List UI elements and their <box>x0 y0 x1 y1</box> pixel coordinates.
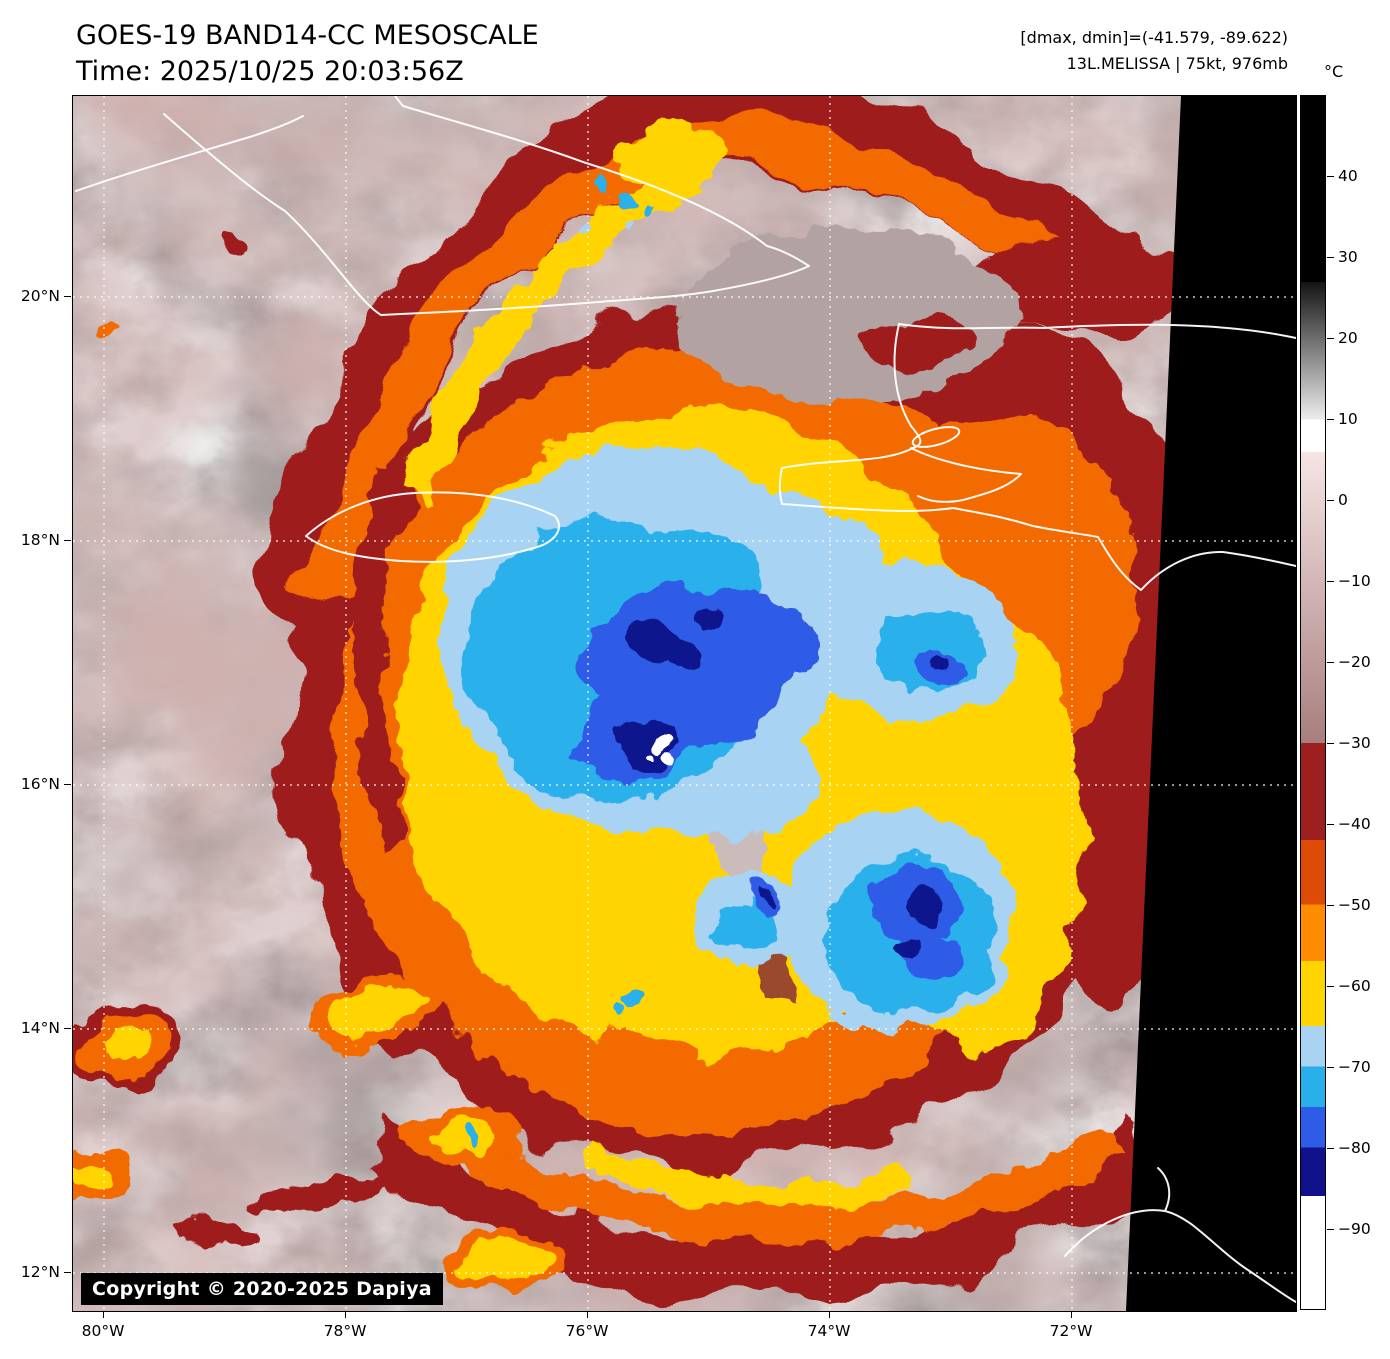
colorbar-tick-label: −60 <box>1338 977 1371 995</box>
coastlines <box>75 96 1296 1303</box>
lon-tick-label: 76°W <box>565 1322 609 1340</box>
no-data-region <box>1126 96 1296 1311</box>
colorbar-tick <box>1327 742 1334 744</box>
colorbar-tick-label: 10 <box>1338 410 1358 428</box>
coastline-gonave-island <box>911 426 961 448</box>
coastline-gonave-gulf <box>910 447 1022 503</box>
colorbar-tick <box>1327 337 1334 339</box>
colorbar-tick <box>1327 1147 1334 1149</box>
lat-tick <box>64 295 71 297</box>
coastline-hispaniola-south <box>778 323 1296 591</box>
lon-tick-label: 72°W <box>1049 1322 1093 1340</box>
colorbar-tick <box>1327 499 1334 501</box>
lat-tick-label: 18°N <box>20 531 60 549</box>
colorbar-tick-label: 20 <box>1338 329 1358 347</box>
figure-time: Time: 2025/10/25 20:03:56Z <box>76 56 464 87</box>
figure-title: GOES-19 BAND14-CC MESOSCALE <box>76 20 539 51</box>
coastline-cuba <box>163 96 810 316</box>
coastline-cuba-west <box>75 115 304 192</box>
lon-tick-label: 78°W <box>323 1322 367 1340</box>
colorbar-tick <box>1327 580 1334 582</box>
colorbar-gradient <box>1301 96 1325 1309</box>
lon-tick <box>102 1311 104 1318</box>
colorbar-tick-label: 40 <box>1338 167 1358 185</box>
colorbar-unit-label: °C <box>1324 62 1344 81</box>
coastline-hispaniola-north <box>898 323 1296 339</box>
lat-tick-label: 16°N <box>20 775 60 793</box>
lon-tick <box>1070 1311 1072 1318</box>
lat-tick <box>64 783 71 785</box>
colorbar-tick <box>1327 1066 1334 1068</box>
coastline-south-america <box>1064 1209 1296 1303</box>
outer-convective-cells <box>73 236 563 1290</box>
lon-tick <box>586 1311 588 1318</box>
colorbar-tick-label: −90 <box>1338 1220 1371 1238</box>
copyright-badge: Copyright © 2020-2025 Dapiya <box>81 1273 443 1305</box>
colorbar-tick <box>1327 175 1334 177</box>
lon-tick-label: 74°W <box>807 1322 851 1340</box>
colorbar-tick-label: −30 <box>1338 734 1371 752</box>
lon-tick <box>828 1311 830 1318</box>
lat-tick-label: 14°N <box>20 1019 60 1037</box>
colorbar-tick <box>1327 1228 1334 1230</box>
map-frame: Copyright © 2020-2025 Dapiya <box>72 95 1297 1312</box>
colorbar-tick <box>1327 256 1334 258</box>
coastline-jamaica <box>305 491 560 563</box>
dmax-dmin-annotation: [dmax, dmin]=(-41.579, -89.622) <box>1020 28 1288 47</box>
colorbar-tick-label: −40 <box>1338 815 1371 833</box>
colorbar <box>1300 95 1326 1310</box>
lat-tick <box>64 1271 71 1273</box>
satellite-map-canvas <box>73 96 1296 1311</box>
colorbar-tick <box>1327 904 1334 906</box>
colorbar-tick-label: −20 <box>1338 653 1371 671</box>
lat-tick-label: 20°N <box>20 287 60 305</box>
lat-tick-label: 12°N <box>20 1263 60 1281</box>
lat-tick <box>64 1027 71 1029</box>
colorbar-tick-label: −50 <box>1338 896 1371 914</box>
colorbar-tick <box>1327 661 1334 663</box>
colorbar-tick-label: −80 <box>1338 1139 1371 1157</box>
colorbar-tick <box>1327 823 1334 825</box>
colorbar-tick-label: −10 <box>1338 572 1371 590</box>
top-band-cold-specks <box>579 181 651 237</box>
cold-cloud-tops <box>438 446 1018 1031</box>
coastline-guajira <box>1157 1167 1171 1212</box>
lat-tick <box>64 539 71 541</box>
colorbar-tick-label: 30 <box>1338 248 1358 266</box>
colorbar-tick-label: 0 <box>1338 491 1348 509</box>
colorbar-tick <box>1327 985 1334 987</box>
storm-info-annotation: 13L.MELISSA | 75kt, 976mb <box>1066 54 1288 73</box>
colorbar-tick-label: −70 <box>1338 1058 1371 1076</box>
lon-tick-label: 80°W <box>81 1322 125 1340</box>
colorbar-tick <box>1327 418 1334 420</box>
lon-tick <box>344 1311 346 1318</box>
